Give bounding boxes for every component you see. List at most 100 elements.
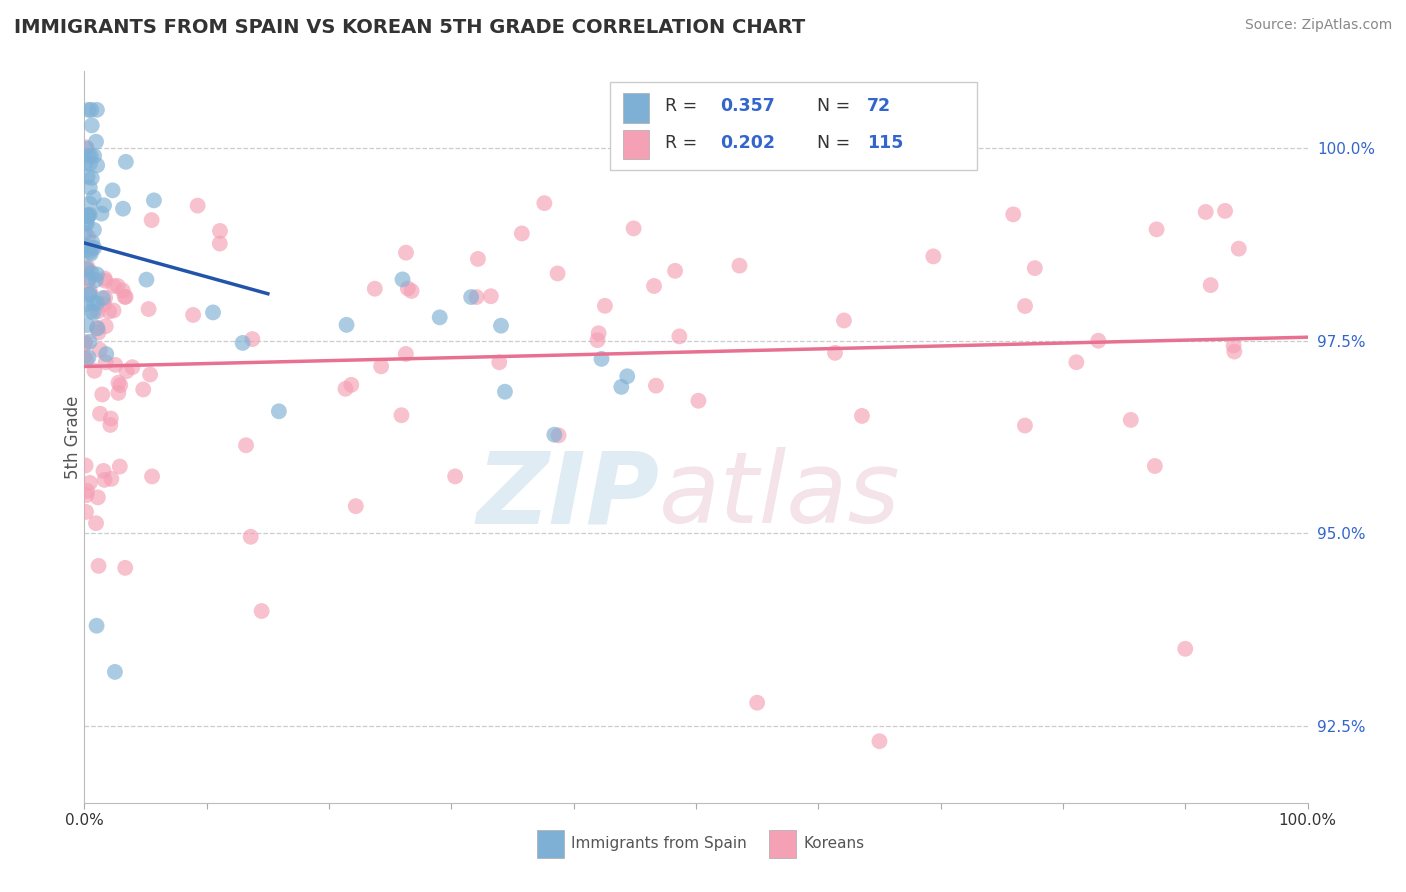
Point [77, 210, 100, 224]
Point [591, 351, 613, 366]
Point [267, 404, 290, 418]
Point [86, 320, 108, 334]
Point [1002, 207, 1025, 221]
Point [239, 530, 262, 544]
Text: N =: N = [806, 134, 856, 152]
Point [460, 290, 482, 304]
Text: Koreans: Koreans [804, 837, 865, 851]
Point [1195, 205, 1218, 219]
Point [79, 475, 101, 490]
Point [80, 119, 103, 133]
Point [335, 318, 357, 332]
Point [240, 332, 263, 346]
Point [114, 290, 136, 304]
Point [364, 282, 387, 296]
Point [93, 198, 115, 212]
Point [114, 290, 136, 304]
Point [84, 273, 107, 287]
Point [132, 383, 155, 397]
Point [1174, 641, 1197, 656]
Point [80, 246, 103, 260]
Point [103, 303, 125, 318]
Point [77, 149, 100, 163]
Point [668, 329, 690, 343]
Point [616, 369, 638, 384]
Point [91, 291, 114, 305]
Point [83, 149, 105, 163]
Point [77, 209, 100, 223]
Point [370, 359, 392, 374]
Point [79, 271, 101, 285]
Point [94, 355, 117, 369]
Point [82, 235, 104, 249]
Point [73, 350, 96, 364]
Point [114, 154, 136, 169]
Point [1222, 338, 1244, 352]
Text: Immigrants from Spain: Immigrants from Spain [571, 837, 747, 851]
Point [138, 301, 160, 316]
Point [76, 263, 98, 277]
Point [107, 279, 129, 293]
Text: 0.202: 0.202 [720, 134, 776, 152]
Point [1014, 299, 1036, 313]
Point [467, 252, 489, 266]
Point [832, 313, 855, 327]
Point [479, 289, 502, 303]
Point [1014, 418, 1036, 433]
Y-axis label: 5th Grade: 5th Grade [65, 395, 82, 479]
Point [623, 221, 645, 235]
Point [1223, 344, 1246, 359]
Point [645, 378, 668, 392]
Point [104, 358, 127, 372]
Point [547, 267, 569, 281]
Point [547, 428, 569, 442]
Point [141, 213, 163, 227]
Point [77, 229, 100, 244]
Point [76, 208, 98, 222]
Point [588, 326, 610, 341]
Text: 115: 115 [868, 134, 904, 152]
Point [664, 264, 686, 278]
Point [187, 199, 209, 213]
Point [83, 223, 105, 237]
Point [429, 310, 451, 325]
Point [395, 245, 418, 260]
Point [610, 380, 633, 394]
Point [83, 364, 105, 378]
Point [543, 427, 565, 442]
Point [121, 360, 143, 375]
Point [75, 140, 97, 154]
Point [396, 281, 419, 295]
Point [344, 499, 367, 513]
Point [108, 459, 131, 474]
Point [100, 411, 122, 425]
Point [1087, 334, 1109, 348]
Point [1143, 458, 1166, 473]
Point [80, 103, 103, 117]
Point [488, 355, 510, 369]
Point [110, 378, 132, 392]
Point [79, 334, 101, 349]
Point [104, 665, 127, 679]
Point [86, 268, 108, 282]
Point [93, 464, 115, 478]
Point [76, 216, 98, 230]
Point [76, 318, 98, 332]
Point [101, 183, 124, 197]
Point [79, 284, 101, 298]
Point [75, 239, 97, 253]
Point [494, 384, 516, 399]
Point [141, 469, 163, 483]
Point [94, 291, 117, 305]
Point [77, 243, 100, 257]
Point [84, 135, 107, 149]
Point [84, 516, 107, 531]
Point [143, 194, 166, 208]
Point [77, 351, 100, 365]
Point [107, 385, 129, 400]
FancyBboxPatch shape [623, 94, 650, 122]
Point [94, 271, 117, 285]
Point [94, 319, 117, 334]
Text: IMMIGRANTS FROM SPAIN VS KOREAN 5TH GRADE CORRELATION CHART: IMMIGRANTS FROM SPAIN VS KOREAN 5TH GRAD… [14, 18, 806, 37]
Point [235, 438, 257, 452]
